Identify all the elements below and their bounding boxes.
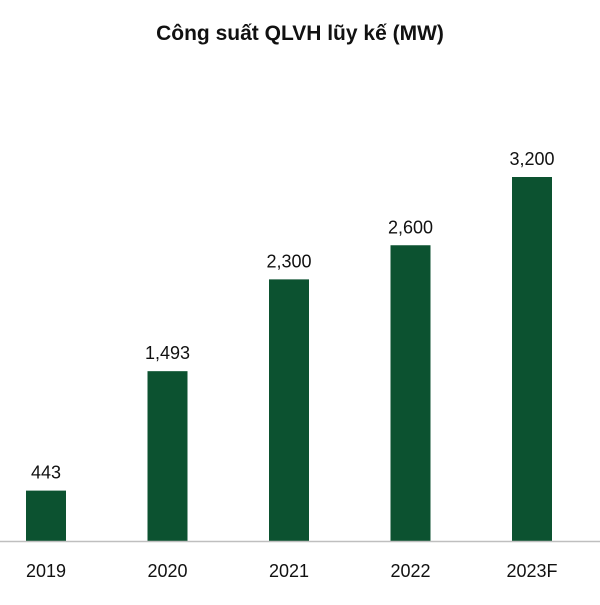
x-tick-label-2020: 2020 bbox=[147, 561, 187, 581]
x-tick-label-2019: 2019 bbox=[26, 561, 66, 581]
data-label-2020: 1,493 bbox=[145, 343, 190, 363]
x-tick-label-2022: 2022 bbox=[390, 561, 430, 581]
chart-title: Công suất QLVH lũy kế (MW) bbox=[156, 22, 444, 45]
data-label-2022: 2,600 bbox=[388, 217, 433, 237]
bar-2022 bbox=[390, 245, 431, 541]
data-label-2023F: 3,200 bbox=[509, 149, 554, 169]
bar-2019 bbox=[26, 490, 66, 541]
bar-2020 bbox=[147, 371, 188, 541]
x-tick-label-2023F: 2023F bbox=[506, 561, 557, 581]
x-tick-label-2021: 2021 bbox=[269, 561, 309, 581]
bar-2023F bbox=[512, 177, 552, 541]
data-label-2019: 443 bbox=[31, 463, 61, 483]
data-label-2021: 2,300 bbox=[266, 251, 311, 271]
bar-2021 bbox=[269, 279, 309, 541]
